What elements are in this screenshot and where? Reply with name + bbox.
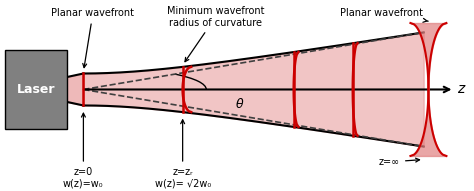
FancyBboxPatch shape — [5, 50, 67, 129]
Text: z: z — [457, 83, 464, 96]
Text: z=∞: z=∞ — [379, 157, 419, 167]
Text: z=zᵣ
w(z)= √2w₀: z=zᵣ w(z)= √2w₀ — [155, 120, 211, 188]
Text: Planar wavefront: Planar wavefront — [340, 8, 428, 22]
Text: z=0
w(z)=w₀: z=0 w(z)=w₀ — [63, 113, 104, 188]
Text: Planar wavefront: Planar wavefront — [51, 8, 134, 68]
Text: θ: θ — [236, 98, 243, 111]
Text: Laser: Laser — [17, 83, 55, 96]
Text: Minimum wavefront
radius of curvature: Minimum wavefront radius of curvature — [167, 6, 264, 62]
